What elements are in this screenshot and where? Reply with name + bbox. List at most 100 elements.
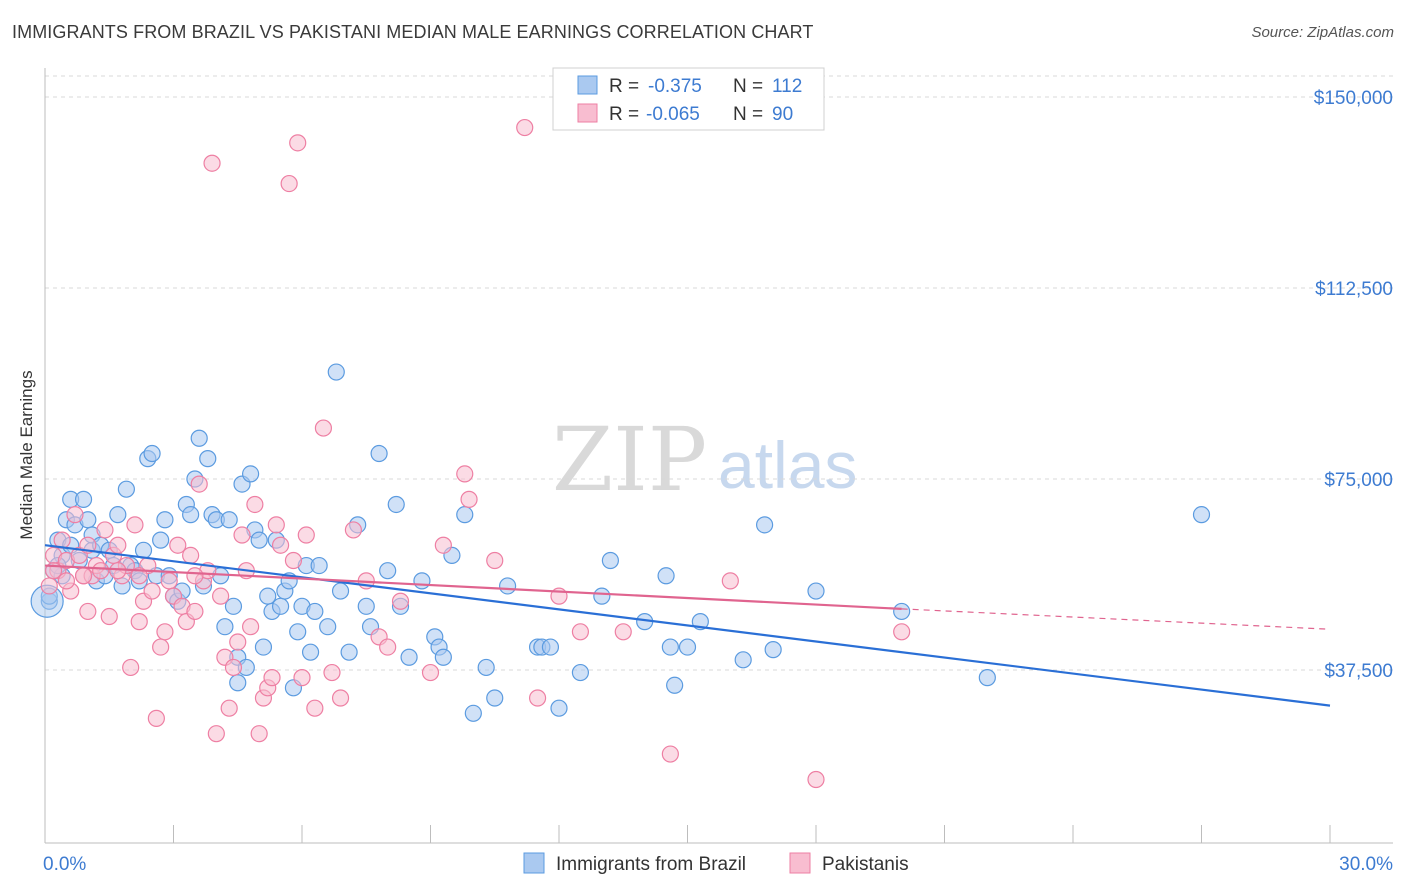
pakistani-point-84 bbox=[57, 572, 76, 590]
brazil-point-46 bbox=[224, 597, 243, 615]
pakistani-point-24 bbox=[143, 582, 161, 600]
pakistani-point-33 bbox=[182, 546, 200, 565]
pakistani-point-16 bbox=[109, 536, 127, 554]
brazil-point-105 bbox=[764, 641, 782, 659]
brazil-point-36 bbox=[182, 506, 200, 524]
legend-r-label-pakistani: R = bbox=[609, 104, 639, 125]
pakistani-point-68 bbox=[391, 592, 410, 610]
pakistani-point-45 bbox=[233, 526, 251, 544]
brazil-point-67 bbox=[310, 556, 328, 575]
x-tick-label-min: 0.0% bbox=[43, 854, 86, 875]
pakistani-point-86 bbox=[109, 562, 127, 580]
brazil-point-103 bbox=[734, 651, 752, 669]
brazil-point-62 bbox=[289, 623, 307, 641]
brazil-point-21 bbox=[117, 480, 135, 498]
pakistani-point-79 bbox=[661, 745, 679, 763]
brazil-point-108 bbox=[978, 669, 996, 687]
brazil-point-109 bbox=[1192, 506, 1211, 524]
pakistani-point-70 bbox=[434, 536, 452, 554]
brazil-point-51 bbox=[242, 465, 260, 483]
brazil-point-85 bbox=[456, 506, 474, 524]
pakistani-point-47 bbox=[242, 618, 260, 636]
chart-source: Source: ZipAtlas.com bbox=[1251, 24, 1394, 41]
legend-n-value-pakistani: 90 bbox=[772, 104, 793, 125]
pakistani-point-40 bbox=[212, 587, 230, 605]
pakistani-point-48 bbox=[246, 495, 264, 514]
legend-top: R = -0.375 N = 112 R = -0.065 N = 90 bbox=[552, 67, 825, 131]
pakistani-point-44 bbox=[229, 633, 247, 651]
brazil-point-53 bbox=[250, 531, 268, 549]
pakistani-point-56 bbox=[284, 551, 303, 570]
pakistani-point-85 bbox=[130, 567, 148, 585]
pakistani-point-63 bbox=[331, 689, 350, 707]
pakistani-point-42 bbox=[220, 699, 238, 717]
pakistani-point-60 bbox=[306, 699, 324, 717]
brazil-point-99 bbox=[661, 638, 679, 656]
pakistani-point-55 bbox=[280, 174, 298, 193]
legend-box bbox=[552, 67, 825, 131]
brazil-point-44 bbox=[216, 618, 234, 636]
brazil-point-80 bbox=[413, 572, 431, 590]
legend-swatch-brazil bbox=[577, 75, 598, 95]
brazil-point-66 bbox=[306, 602, 324, 621]
brazil-point-96 bbox=[601, 551, 620, 570]
pakistani-point-61 bbox=[314, 419, 333, 437]
pakistani-point-21 bbox=[130, 613, 148, 631]
brazil-point-89 bbox=[499, 577, 517, 595]
y-axis-title: Median Male Earnings bbox=[17, 370, 36, 539]
brazil-point-19 bbox=[109, 506, 127, 524]
pakistani-point-57 bbox=[289, 134, 307, 152]
pakistani-point-74 bbox=[516, 118, 534, 137]
brazil-point-58 bbox=[271, 597, 290, 615]
pakistani-point-75 bbox=[528, 689, 547, 707]
brazil-point-40 bbox=[199, 450, 217, 468]
x-tick-label-max: 30.0% bbox=[1339, 854, 1393, 875]
pakistani-point-19 bbox=[122, 658, 140, 677]
pakistani-point-72 bbox=[460, 490, 478, 508]
legend-swatch-pakistani bbox=[577, 103, 598, 123]
pakistani-point-27 bbox=[156, 623, 174, 641]
legend-bottom-swatch-brazil bbox=[523, 852, 545, 874]
brazil-point-106 bbox=[807, 582, 825, 600]
pakistani-point-52 bbox=[263, 669, 281, 687]
pakistani-point-67 bbox=[379, 638, 397, 656]
brazil-point-104 bbox=[755, 516, 774, 534]
brazil-point-29 bbox=[152, 531, 170, 549]
brazil-point-76 bbox=[379, 562, 397, 580]
pakistani-point-73 bbox=[486, 551, 504, 570]
brazil-point-68 bbox=[319, 618, 337, 636]
brazil-point-95 bbox=[593, 587, 611, 605]
pakistani-point-81 bbox=[807, 770, 825, 789]
trend-line-pakistani bbox=[44, 564, 902, 610]
brazil-point-79 bbox=[400, 648, 418, 666]
brazil-point-88 bbox=[486, 689, 504, 707]
y-tick-labels: $37,500 $75,000 $112,500 $150,000 bbox=[1314, 88, 1393, 682]
pakistani-point-14 bbox=[100, 607, 118, 626]
pakistani-point-20 bbox=[126, 516, 144, 534]
pakistani-point-88 bbox=[186, 567, 204, 585]
brazil-point-83 bbox=[434, 648, 452, 666]
brazil-point-73 bbox=[357, 597, 375, 615]
pakistani-point-58 bbox=[293, 669, 311, 687]
pakistani-point-34 bbox=[186, 602, 204, 621]
pakistani-point-64 bbox=[344, 521, 362, 539]
pakistani-point-62 bbox=[323, 663, 341, 682]
brazil-point-54 bbox=[254, 638, 273, 656]
pakistani-point-25 bbox=[147, 709, 165, 727]
pakistani-point-28 bbox=[160, 572, 178, 590]
pakistani-point-49 bbox=[250, 725, 268, 743]
pakistani-point-30 bbox=[169, 536, 187, 554]
pakistani-point-80 bbox=[721, 572, 739, 590]
brazil-point-75 bbox=[370, 444, 388, 463]
y-tick-label-2: $112,500 bbox=[1315, 279, 1393, 300]
pakistani-point-69 bbox=[421, 663, 440, 682]
brazil-point-69 bbox=[327, 363, 345, 381]
pakistani-point-26 bbox=[152, 638, 170, 656]
watermark-atlas: atlas bbox=[718, 428, 857, 502]
brazil-point-70 bbox=[331, 582, 350, 600]
pakistani-point-6 bbox=[66, 506, 84, 524]
chart-title: IMMIGRANTS FROM BRAZIL VS PAKISTANI MEDI… bbox=[12, 22, 814, 42]
pakistani-point-87 bbox=[74, 567, 93, 585]
gridlines bbox=[45, 75, 1393, 671]
pakistani-point-53 bbox=[267, 516, 285, 534]
